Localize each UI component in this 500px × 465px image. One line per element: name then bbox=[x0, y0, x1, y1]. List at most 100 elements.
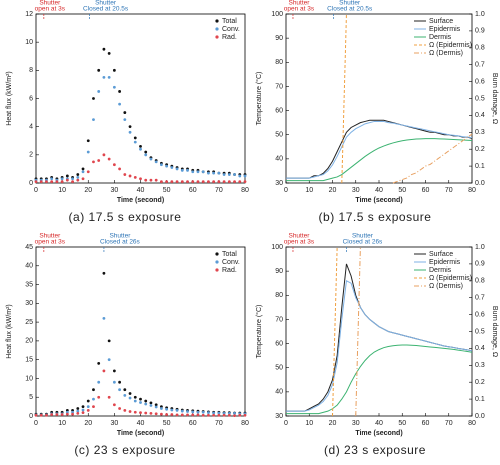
data-point bbox=[128, 396, 132, 400]
annotation: Closed at 20.5s bbox=[327, 6, 373, 13]
y-tick-label: 40 bbox=[275, 389, 283, 396]
data-point bbox=[97, 362, 101, 365]
data-point bbox=[212, 411, 216, 415]
legend-label: Rad. bbox=[222, 34, 237, 41]
data-point bbox=[233, 411, 236, 415]
x-tick-label: 60 bbox=[189, 420, 197, 427]
data-point bbox=[175, 167, 179, 171]
x-tick-label: 60 bbox=[422, 420, 430, 427]
y-tick-label: 0 bbox=[29, 413, 33, 420]
data-point bbox=[81, 408, 85, 412]
data-point bbox=[170, 408, 174, 412]
legend-label: Epidermis bbox=[429, 26, 461, 33]
y2-tick-label: 1.0 bbox=[475, 11, 485, 18]
data-point bbox=[160, 412, 163, 416]
annotation: open at 3s bbox=[35, 239, 66, 246]
data-point bbox=[50, 177, 54, 181]
x-tick-label: 40 bbox=[137, 187, 145, 194]
data-point bbox=[102, 47, 106, 51]
y2-tick-label: 0.4 bbox=[475, 345, 485, 352]
data-point bbox=[144, 411, 148, 415]
x-tick-label: 80 bbox=[241, 420, 249, 427]
data-point bbox=[92, 160, 95, 164]
x-tick-label: 10 bbox=[305, 187, 313, 194]
data-point bbox=[191, 170, 195, 174]
x-tick-label: 10 bbox=[58, 187, 66, 194]
data-point bbox=[180, 180, 184, 183]
y2-tick-label: 1.0 bbox=[475, 244, 485, 251]
data-point bbox=[97, 68, 101, 72]
x-tick-label: 20 bbox=[329, 420, 337, 427]
data-point bbox=[118, 167, 121, 171]
legend-label: Surface bbox=[429, 251, 453, 258]
data-point bbox=[191, 410, 195, 414]
annotation: Closed at 26s bbox=[343, 239, 383, 246]
series-line bbox=[286, 344, 473, 415]
data-point bbox=[196, 170, 200, 174]
data-point bbox=[86, 139, 90, 143]
legend-label: Conv. bbox=[222, 26, 240, 33]
data-point bbox=[217, 180, 221, 183]
data-point bbox=[170, 413, 174, 416]
data-point bbox=[207, 413, 210, 417]
legend-label: Surface bbox=[429, 18, 453, 25]
legend-marker bbox=[215, 260, 219, 264]
y-tick-label: 2 bbox=[29, 152, 33, 159]
data-point bbox=[227, 413, 231, 417]
y2-tick-label: 0.0 bbox=[475, 180, 485, 187]
data-point bbox=[123, 118, 127, 122]
x-tick-label: 20 bbox=[84, 420, 92, 427]
data-point bbox=[160, 180, 163, 183]
data-point bbox=[191, 180, 195, 183]
data-point bbox=[207, 171, 210, 175]
data-point bbox=[123, 111, 127, 114]
data-point bbox=[107, 157, 111, 161]
data-point bbox=[175, 413, 179, 417]
y-tick-label: 50 bbox=[275, 132, 283, 139]
y-tick-label: 4 bbox=[29, 124, 33, 131]
data-point bbox=[233, 180, 236, 183]
data-point bbox=[71, 177, 74, 181]
y-tick-label: 90 bbox=[275, 268, 283, 275]
y-tick-label: 20 bbox=[25, 338, 33, 345]
x-tick-label: 50 bbox=[163, 187, 171, 194]
data-point bbox=[217, 411, 221, 415]
x-axis-label: Time (second) bbox=[355, 430, 402, 437]
data-point bbox=[160, 163, 163, 167]
y-axis-label: Temperature (°C) bbox=[255, 72, 263, 126]
data-point bbox=[97, 90, 101, 93]
legend-label: Total bbox=[222, 18, 237, 25]
data-point bbox=[128, 392, 132, 395]
data-point bbox=[139, 411, 142, 415]
annotation: Closed at 20.5s bbox=[83, 6, 129, 13]
data-point bbox=[207, 180, 210, 183]
y-tick-label: 50 bbox=[275, 365, 283, 372]
y2-tick-label: 0.2 bbox=[475, 379, 485, 386]
data-point bbox=[170, 180, 174, 183]
y-axis-label: Temperature (°C) bbox=[255, 305, 263, 359]
data-point bbox=[154, 160, 158, 164]
data-point bbox=[180, 168, 184, 172]
data-point bbox=[65, 178, 69, 182]
annotation: Shutter bbox=[352, 233, 374, 240]
data-point bbox=[212, 171, 216, 175]
x-tick-label: 20 bbox=[329, 187, 337, 194]
legend-label: Dermis bbox=[429, 267, 452, 274]
data-point bbox=[112, 369, 116, 373]
data-point bbox=[238, 413, 242, 417]
data-point bbox=[76, 178, 80, 182]
caption: (d) 23 s exposure bbox=[324, 443, 426, 457]
annotation: Shutter bbox=[109, 233, 131, 240]
data-point bbox=[139, 147, 142, 151]
data-point bbox=[186, 413, 189, 417]
data-point bbox=[154, 405, 158, 409]
y-tick-label: 0 bbox=[29, 180, 33, 187]
x-tick-label: 70 bbox=[445, 187, 453, 194]
data-point bbox=[144, 178, 148, 182]
data-point bbox=[92, 97, 95, 100]
data-point bbox=[118, 102, 121, 106]
data-point bbox=[233, 173, 236, 176]
x-tick-label: 0 bbox=[284, 187, 288, 194]
data-point bbox=[227, 180, 231, 183]
data-point bbox=[107, 358, 111, 362]
